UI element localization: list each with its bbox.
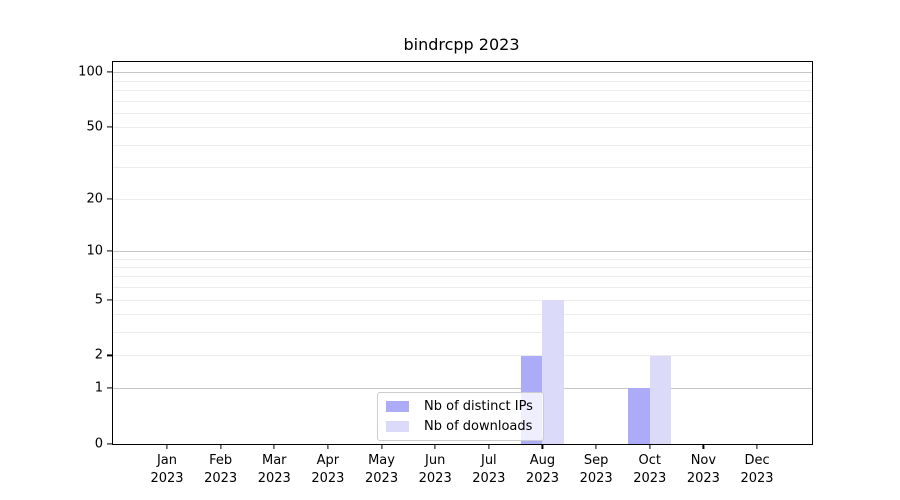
x-tick-mark [220,444,222,449]
y-tick-mark [107,354,113,357]
minor-gridline [113,332,812,334]
minor-gridline [113,287,812,289]
minor-gridline [113,258,812,260]
y-tick-mark [107,387,113,389]
x-tick-mark [649,444,651,449]
x-tick-mark [595,444,597,449]
plot-area: 0 1 2 5 10 20 50 100 Jan 2023 Feb 2023 Mar 2023 Apr 202… [78,61,813,486]
x-tick-mark [434,444,436,449]
minor-gridline [113,167,812,169]
legend-swatch-distinct-ips [386,401,409,412]
minor-gridline [113,266,812,268]
minor-gridline [113,112,812,114]
x-tick-label: Feb 2023 [204,453,238,487]
x-tick-label: Jan 2023 [150,453,184,487]
x-tick-label: May 2023 [365,453,399,487]
bar-downloads-aug [542,299,564,444]
major-gridline [113,250,812,252]
x-tick-mark [166,444,168,449]
minor-gridline [113,89,812,91]
minor-gridline [113,198,812,200]
minor-gridline [113,100,812,102]
minor-gridline [113,127,812,129]
y-tick-label: 50 [86,119,103,135]
x-tick-mark [327,444,329,449]
y-tick-label: 20 [86,191,103,207]
x-tick-label: Aug 2023 [525,453,560,487]
minor-gridline [113,144,812,146]
minor-gridline [113,80,812,82]
y-tick-label: 100 [78,64,103,80]
minor-gridline [113,299,812,301]
y-tick-label: 10 [86,243,103,259]
x-tick-mark [380,444,383,449]
major-gridline [113,72,812,74]
y-tick-label: 2 [94,347,103,363]
bar-downloads-oct [649,355,672,444]
y-tick-mark [107,250,113,252]
legend-label-downloads: Nb of downloads [424,419,533,434]
x-tick-label: Jun 2023 [418,453,452,487]
x-tick-label: Jul 2023 [472,453,506,487]
x-tick-mark [702,444,704,449]
x-tick-label: Oct 2023 [633,453,667,487]
y-tick-mark [107,443,113,445]
chart-title: bindrcpp 2023 [403,35,520,54]
x-tick-mark [488,444,490,449]
bar-distinct-ips-oct [628,388,650,444]
legend-label-distinct-ips: Nb of distinct IPs [424,399,533,414]
x-tick-mark [756,444,758,449]
minor-gridline [113,276,812,278]
y-tick-mark [107,126,113,128]
x-tick-label: Apr 2023 [311,453,345,487]
x-tick-label: Mar 2023 [257,453,291,487]
major-gridline [113,388,812,390]
x-tick-label: Sep 2023 [579,453,613,487]
legend-entry-downloads: Nb of downloads [386,419,533,434]
x-tick-label: Nov 2023 [686,453,720,487]
legend-swatch-downloads [386,421,409,432]
x-tick-mark [541,444,544,449]
y-tick-mark [107,299,113,301]
x-tick-label: Dec 2023 [740,453,774,487]
y-tick-label: 5 [94,292,103,308]
y-tick-mark [107,71,113,73]
y-tick-label: 1 [94,380,103,396]
x-tick-mark [273,444,275,449]
minor-gridline [113,314,812,316]
minor-gridline [113,355,812,357]
y-tick-mark [107,198,113,200]
legend-entry-distinct-ips: Nb of distinct IPs [386,399,533,414]
legend: Nb of distinct IPs Nb of downloads [377,392,544,441]
y-tick-label: 0 [94,436,103,452]
